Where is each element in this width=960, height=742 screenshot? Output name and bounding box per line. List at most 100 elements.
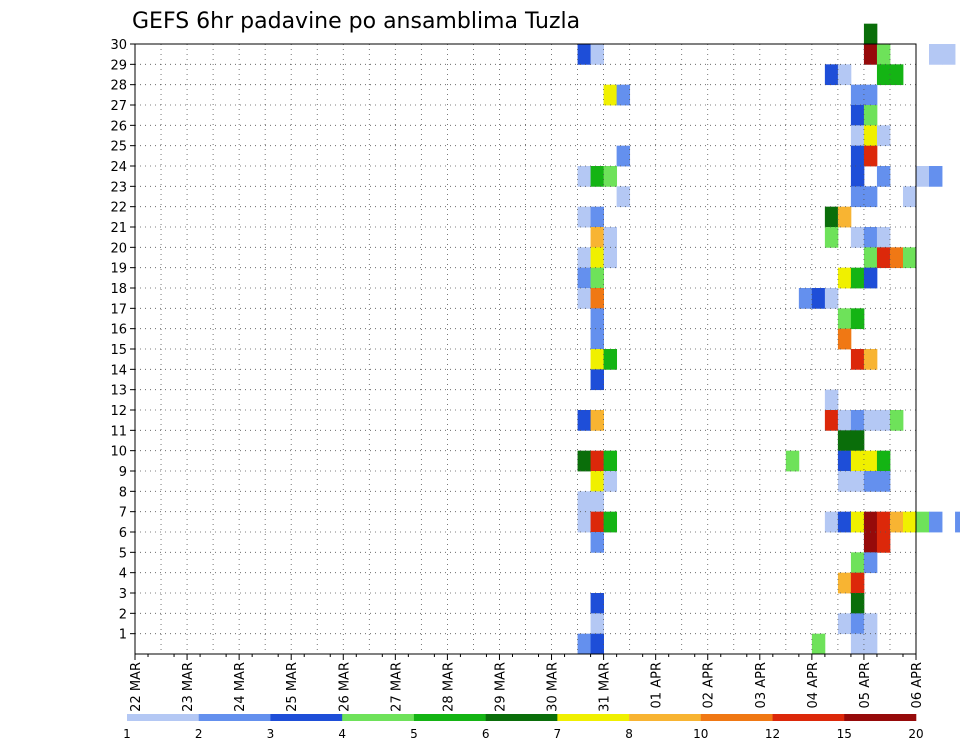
heatmap-cell: [850, 349, 865, 370]
y-tick-label: 30: [110, 38, 127, 53]
colorbar-swatch: [557, 714, 630, 721]
y-tick-label: 29: [110, 58, 127, 73]
heatmap-cell: [955, 511, 960, 533]
heatmap-cell: [850, 145, 865, 167]
heatmap-cell: [876, 471, 891, 492]
colorbar: 1 2 3 4 5 6 7 8 10 12 15 20: [123, 714, 924, 741]
x-tick-label: 24 MAR: [233, 662, 248, 712]
heatmap-cell: [863, 145, 878, 167]
heatmap-cell: [850, 633, 865, 655]
heatmap-cell: [824, 206, 839, 228]
heatmap-cell: [577, 247, 591, 269]
y-tick-label: 25: [110, 140, 127, 155]
y-tick-label: 19: [110, 262, 127, 277]
heatmap-cell: [863, 552, 878, 574]
colorbar-label: 20: [908, 727, 923, 741]
chart-title: GEFS 6hr padavine po ansamblima Tuzla: [132, 9, 580, 34]
heatmap-cell: [590, 288, 604, 309]
heatmap-cell: [850, 227, 865, 248]
heatmap-cell: [850, 84, 865, 106]
heatmap-cell: [616, 186, 631, 208]
heatmap-cell: [850, 410, 865, 431]
heatmap-cell: [824, 64, 839, 86]
heatmap-cell: [577, 410, 591, 431]
heatmap-cell: [863, 247, 878, 269]
heatmap-cell: [577, 166, 591, 187]
heatmap-cell: [876, 44, 891, 65]
heatmap-cell: [863, 511, 878, 533]
heatmap-cell: [876, 247, 891, 269]
heatmap-cell: [889, 64, 904, 86]
heatmap-cell: [850, 430, 865, 452]
y-tick-label: 1: [119, 628, 127, 643]
x-tick-label: 29 MAR: [493, 662, 508, 712]
y-axis: 1234567891011121314151617181920212223242…: [110, 38, 135, 643]
heatmap-cell: [837, 430, 852, 452]
y-tick-label: 4: [119, 567, 127, 582]
heatmap-cell: [863, 125, 878, 147]
heatmap-cell: [837, 328, 852, 350]
heatmap-cell: [916, 166, 930, 187]
x-tick-label: 03 APR: [754, 662, 769, 708]
heatmap-cell: [824, 511, 839, 533]
heatmap-cell: [902, 511, 917, 533]
colorbar-label: 6: [482, 727, 490, 741]
heatmap-cell: [590, 227, 604, 248]
heatmap-cell: [590, 593, 604, 614]
heatmap-cell: [929, 166, 943, 187]
heatmap-cell: [876, 166, 891, 187]
colorbar-label: 1: [123, 727, 131, 741]
heatmap-cell: [590, 247, 604, 269]
colorbar-label: 10: [693, 727, 708, 741]
x-tick-label: 23 MAR: [181, 662, 196, 712]
colorbar-swatch: [629, 714, 702, 721]
y-tick-label: 18: [110, 282, 127, 297]
x-tick-label: 27 MAR: [389, 662, 404, 712]
heatmap-cells: [577, 23, 960, 655]
heatmap-cell: [876, 227, 891, 248]
heatmap-cell: [577, 44, 591, 65]
heatmap-cell: [876, 511, 891, 533]
heatmap-cell: [590, 613, 604, 635]
heatmap-cell: [590, 166, 604, 187]
colorbar-label: 15: [837, 727, 852, 741]
heatmap-cell: [603, 349, 618, 370]
y-tick-label: 21: [110, 221, 127, 236]
heatmap-cell: [590, 349, 604, 370]
heatmap-cell: [590, 511, 604, 533]
y-tick-label: 20: [110, 241, 127, 256]
heatmap-cell: [863, 450, 878, 472]
y-tick-label: 28: [110, 79, 127, 94]
y-tick-label: 9: [119, 465, 127, 480]
colorbar-swatch: [485, 714, 558, 721]
heatmap-cell: [616, 145, 631, 167]
colorbar-label: 7: [554, 727, 562, 741]
heatmap-cell: [863, 410, 878, 431]
heatmap-cell: [811, 633, 826, 655]
y-tick-label: 16: [110, 323, 127, 338]
y-tick-label: 12: [110, 404, 127, 419]
heatmap-cell: [837, 64, 852, 86]
heatmap-cell: [902, 186, 917, 208]
heatmap-cell: [824, 410, 839, 431]
heatmap-cell: [590, 369, 604, 391]
x-tick-label: 28 MAR: [441, 662, 456, 712]
heatmap-cell: [590, 491, 604, 513]
x-tick-label: 31 MAR: [598, 662, 613, 712]
heatmap-cell: [837, 471, 852, 492]
heatmap-cell: [850, 166, 865, 187]
heatmap-cell: [603, 166, 618, 187]
heatmap-cell: [603, 511, 618, 533]
heatmap-cell: [863, 44, 878, 65]
heatmap-cell: [616, 84, 631, 106]
colorbar-swatch: [342, 714, 415, 721]
heatmap-cell: [590, 633, 604, 655]
y-tick-label: 24: [110, 160, 127, 175]
heatmap-cell: [942, 44, 956, 65]
x-tick-label: 25 MAR: [285, 662, 300, 712]
heatmap-cell: [824, 227, 839, 248]
heatmap-cell: [590, 44, 604, 65]
heatmap-cell: [850, 105, 865, 126]
heatmap-cell: [577, 511, 591, 533]
